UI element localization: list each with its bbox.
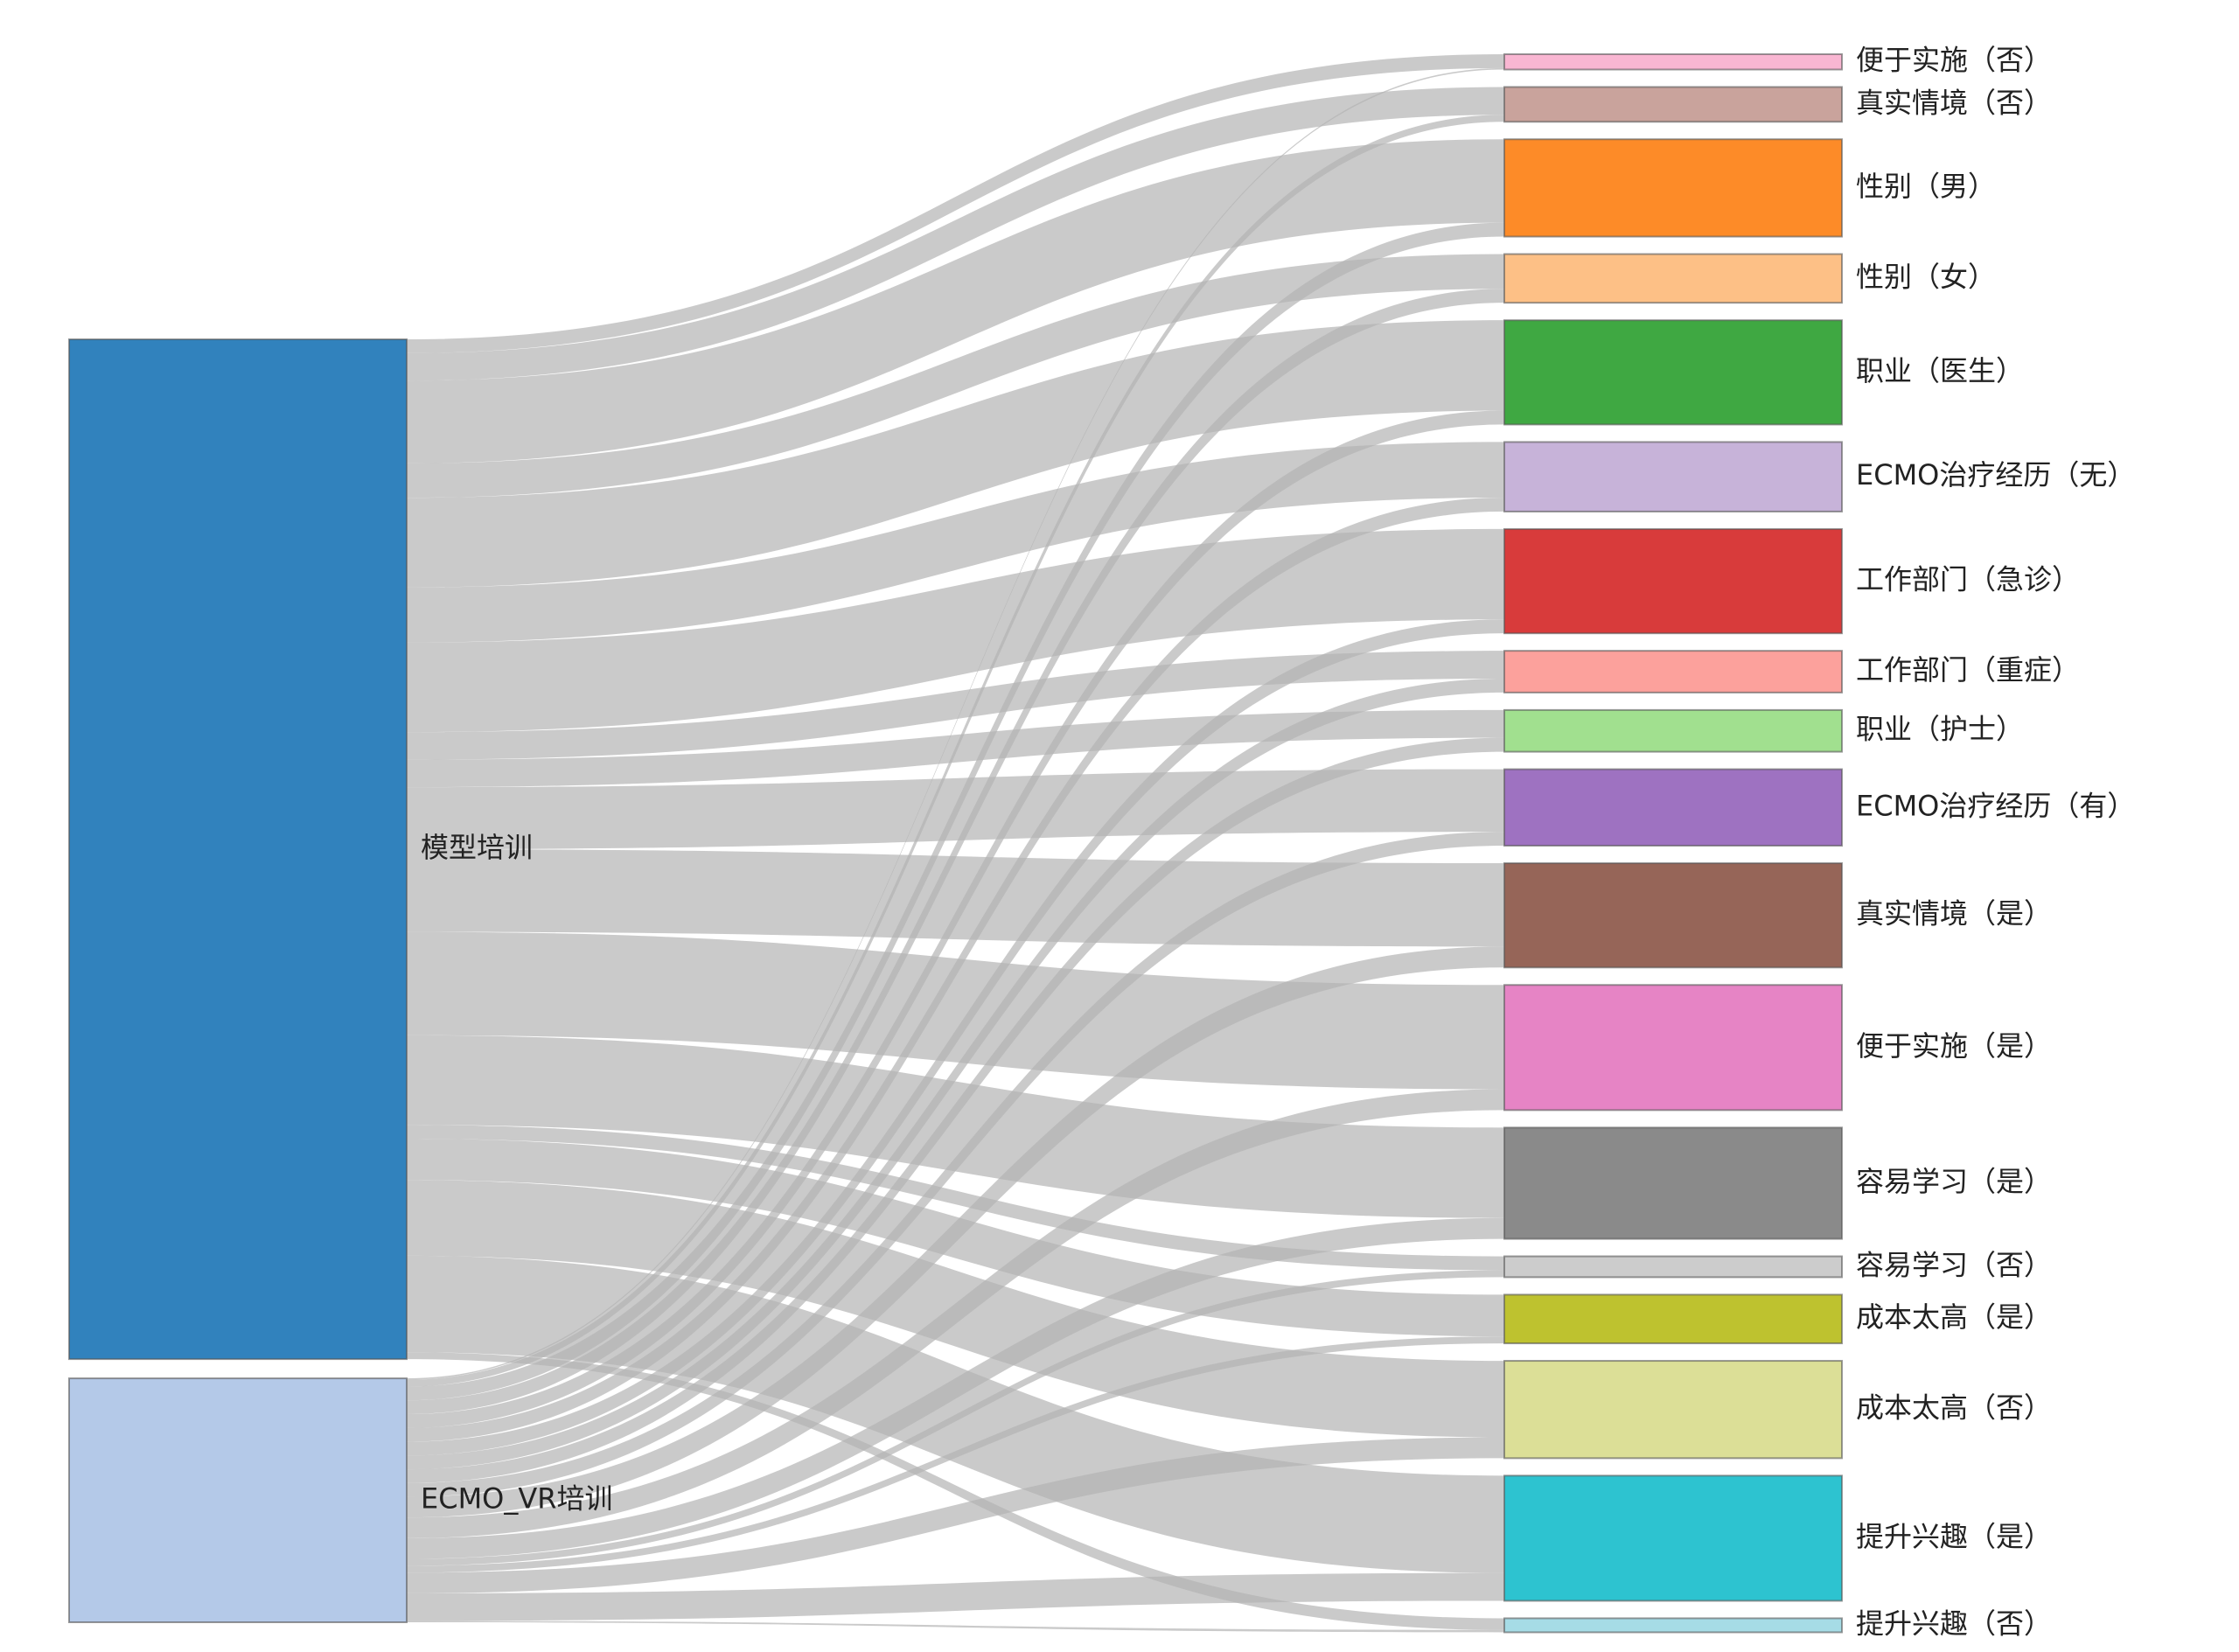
target-node-t03 [1503, 138, 1843, 238]
link-vr-t15 [407, 1336, 1504, 1573]
link-vr-t17 [407, 1572, 1504, 1621]
target-label-t07: 工作部门（急诊） [1856, 563, 2080, 596]
sankey-labels: 模型培训 ECMO_VR培训 便于实施（否） 真实情境（否） 性别（男） 性别（女） 职业（… [421, 44, 2135, 1641]
link-vr-t18 [407, 1621, 1504, 1633]
link-model-t02 [407, 87, 1504, 381]
target-label-t10: ECMO治疗经历（有） [1856, 789, 2135, 822]
target-label-t11: 真实情境（是） [1856, 897, 2052, 931]
target-node-t05 [1503, 319, 1843, 426]
target-node-t07 [1503, 527, 1843, 635]
target-label-t18: 提升兴趣（否） [1856, 1607, 2052, 1640]
link-vr-t04 [407, 289, 1504, 1415]
link-model-t04 [407, 254, 1504, 498]
target-node-t01 [1503, 53, 1843, 71]
link-vr-t13 [407, 1217, 1504, 1559]
link-vr-t10 [407, 832, 1504, 1497]
target-label-t08: 工作部门（重症） [1856, 653, 2080, 687]
target-label-t05: 职业（医生） [1856, 354, 2024, 387]
link-vr-t08 [407, 678, 1504, 1470]
link-model-t11 [407, 849, 1504, 947]
target-node-t13 [1503, 1126, 1843, 1240]
link-vr-t05 [407, 410, 1504, 1428]
target-label-t16: 成本太高（否） [1856, 1391, 2052, 1425]
target-label-t14: 容易学习（否） [1856, 1248, 2052, 1281]
target-node-t12 [1503, 984, 1843, 1112]
link-model-t13 [407, 1035, 1504, 1218]
source-label-model: 模型培训 [421, 831, 533, 864]
link-model-t07 [407, 528, 1504, 733]
link-vr-t03 [407, 222, 1504, 1401]
target-node-t09 [1503, 708, 1843, 753]
source-label-vr: ECMO_VR培训 [421, 1482, 613, 1516]
target-label-t17: 提升兴趣（是） [1856, 1520, 2052, 1553]
link-model-t08 [407, 651, 1504, 760]
target-label-t06: ECMO治疗经历（无） [1856, 458, 2135, 491]
target-label-t03: 性别（男） [1856, 170, 1996, 203]
target-node-t15 [1503, 1293, 1843, 1345]
target-label-t12: 便于实施（是） [1856, 1029, 2052, 1063]
target-node-t17 [1503, 1474, 1843, 1602]
link-vr-t12 [407, 1089, 1504, 1538]
target-label-t09: 职业（护士） [1856, 713, 2024, 746]
link-model-t01 [407, 54, 1504, 353]
link-model-t12 [407, 931, 1504, 1090]
source-node-vr [68, 1377, 408, 1624]
link-vr-t11 [407, 946, 1504, 1518]
target-node-t02 [1503, 86, 1843, 123]
target-node-t11 [1503, 862, 1843, 969]
link-vr-t02 [407, 115, 1504, 1387]
target-label-t01: 便于实施（否） [1856, 44, 2052, 77]
link-model-t05 [407, 320, 1504, 588]
link-vr-t01 [407, 67, 1504, 1380]
target-node-t08 [1503, 650, 1843, 694]
target-node-t16 [1503, 1360, 1843, 1460]
target-node-t14 [1503, 1255, 1843, 1279]
source-node-model [68, 338, 408, 1361]
link-vr-t06 [407, 498, 1504, 1442]
target-node-t06 [1503, 441, 1843, 512]
target-node-t18 [1503, 1617, 1843, 1634]
link-vr-t07 [407, 619, 1504, 1456]
target-label-t13: 容易学习（是） [1856, 1165, 2052, 1198]
link-model-t06 [407, 442, 1504, 643]
target-node-t10 [1503, 768, 1843, 847]
target-label-t15: 成本太高（是） [1856, 1300, 2052, 1334]
sankey-links [407, 54, 1504, 1633]
link-model-t14 [407, 1125, 1504, 1271]
target-label-t02: 真实情境（否） [1856, 86, 2052, 119]
sankey-nodes [68, 53, 1843, 1634]
link-vr-t16 [407, 1437, 1504, 1593]
link-vr-t09 [407, 737, 1504, 1483]
link-vr-t14 [407, 1270, 1504, 1566]
link-model-t03 [407, 139, 1504, 464]
link-model-t18 [407, 1352, 1504, 1630]
target-label-t04: 性别（女） [1856, 260, 1996, 293]
target-node-t04 [1503, 253, 1843, 304]
